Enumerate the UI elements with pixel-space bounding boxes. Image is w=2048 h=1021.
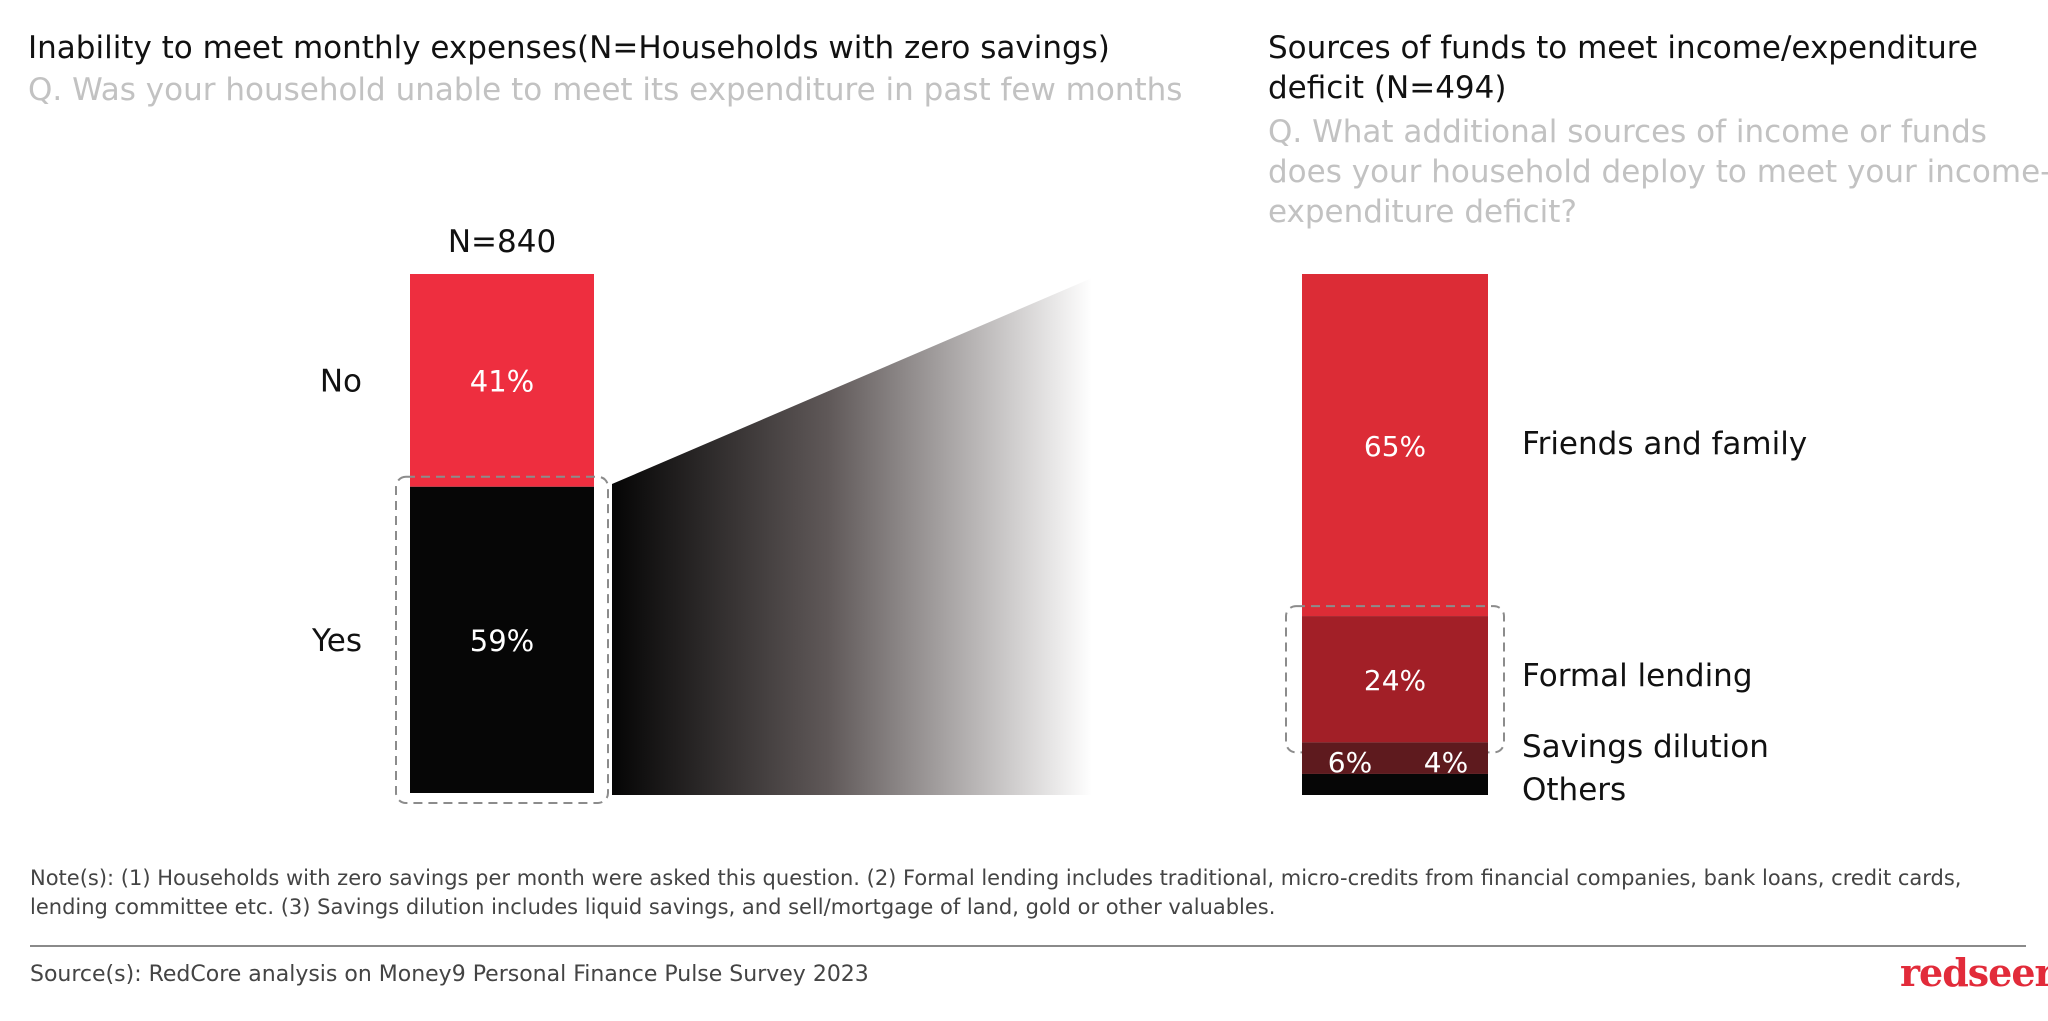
right-value-label-savings-dilution: 6% bbox=[1328, 746, 1372, 779]
left-category-label-no: No bbox=[320, 363, 362, 399]
left-chart-title: Inability to meet monthly expenses(N=Hou… bbox=[28, 30, 1110, 66]
right-chart-question: Q. What additional sources of income or … bbox=[1268, 114, 2048, 230]
zoom-funnel bbox=[612, 278, 1092, 795]
right-value-label-friends-and-family: 65% bbox=[1364, 430, 1426, 463]
brand-logo: redseer bbox=[1900, 950, 2048, 995]
right-bar-others bbox=[1302, 773, 1488, 795]
right-category-label-savings-dilution: Savings dilution bbox=[1522, 729, 1769, 765]
right-bar-friends-and-family bbox=[1302, 274, 1488, 617]
right-category-label-formal-lending: Formal lending bbox=[1522, 658, 1753, 694]
right-value-label-others: 4% bbox=[1424, 746, 1468, 779]
left-value-label-yes: 59% bbox=[470, 624, 534, 658]
left-bar-yes bbox=[410, 486, 594, 793]
left-sample-size: N=840 bbox=[448, 224, 556, 260]
left-bar-no bbox=[410, 274, 594, 487]
charts-canvas: N=840 41% No 59% Yes 65% Friends and family 24… bbox=[311, 224, 1807, 808]
footer-divider bbox=[30, 945, 2026, 947]
left-chart-question: Q. Was your household unable to meet its… bbox=[28, 72, 1183, 108]
right-category-label-friends-and-family: Friends and family bbox=[1522, 426, 1807, 462]
right-chart-title: Sources of funds to meet income/expendit… bbox=[1268, 30, 1978, 106]
right-category-label-others: Others bbox=[1522, 772, 1626, 808]
left-value-label-no: 41% bbox=[470, 364, 534, 398]
footnotes: Note(s): (1) Households with zero saving… bbox=[30, 866, 1962, 919]
left-stacked-bar: N=840 41% No 59% Yes bbox=[311, 224, 609, 804]
right-stacked-bar: 65% Friends and family 24% Formal lending 6%… bbox=[1285, 274, 1807, 808]
left-category-label-yes: Yes bbox=[311, 623, 362, 659]
right-value-label-formal-lending: 24% bbox=[1364, 664, 1426, 697]
left-highlight-box bbox=[395, 475, 609, 804]
right-bar-formal-lending bbox=[1302, 616, 1488, 743]
source-text: Source(s): RedCore analysis on Money9 Pe… bbox=[30, 962, 869, 987]
right-bar-savings-dilution bbox=[1302, 742, 1488, 774]
